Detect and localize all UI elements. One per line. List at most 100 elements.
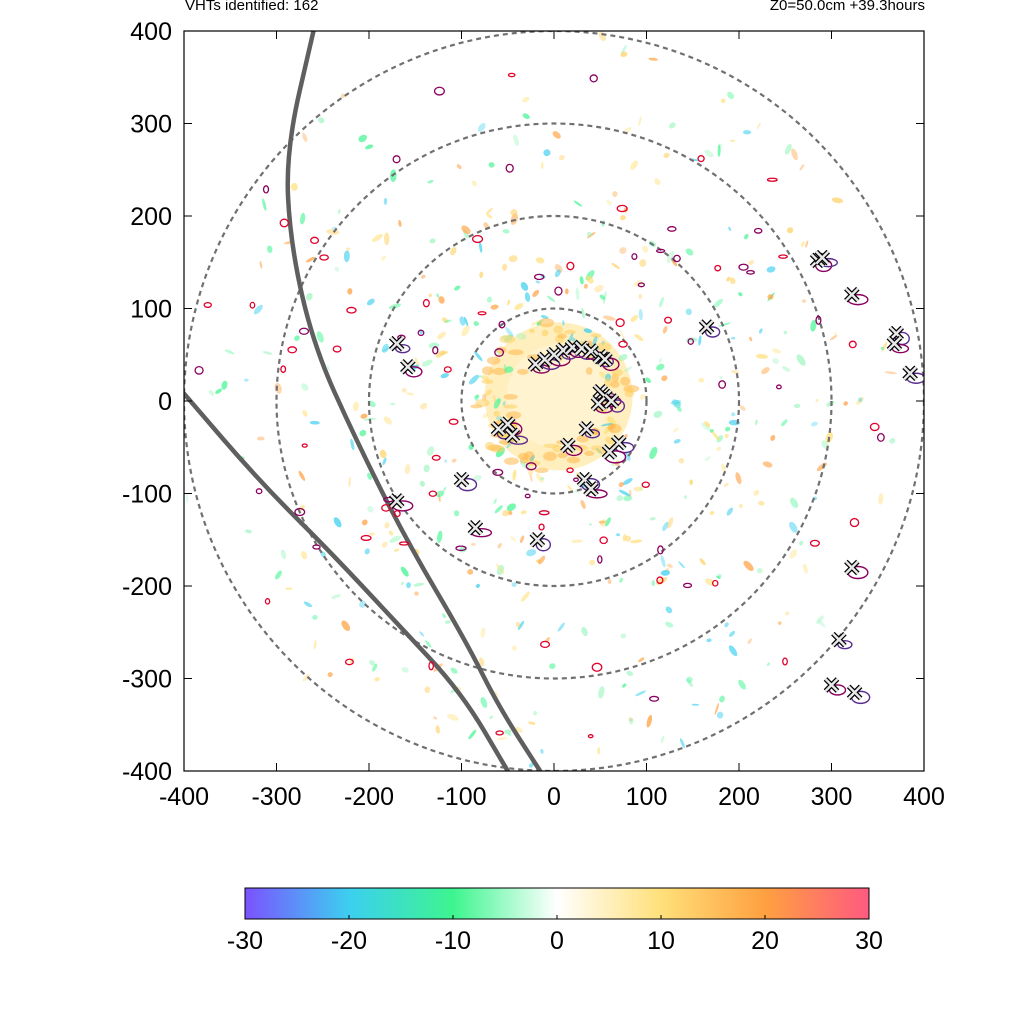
vorticity-speckle xyxy=(186,492,189,504)
vorticity-speckle xyxy=(571,539,584,543)
vorticity-speckle xyxy=(671,258,678,267)
vht-marker-stroke xyxy=(454,472,469,487)
vorticity-speckle xyxy=(421,274,426,279)
contour-ring xyxy=(498,320,506,329)
vorticity-speckle xyxy=(619,330,625,340)
vorticity-speckle xyxy=(262,198,267,211)
contour-ring xyxy=(492,468,504,476)
vorticity-speckle xyxy=(630,315,639,322)
vorticity-speckle xyxy=(433,716,438,720)
eyewall-speckle xyxy=(552,444,563,453)
vorticity-speckle xyxy=(789,521,798,533)
vorticity-speckle xyxy=(744,233,749,240)
contour-ring xyxy=(448,418,459,425)
vorticity-speckle xyxy=(753,490,760,496)
vorticity-speckle xyxy=(327,672,333,678)
vorticity-speckle xyxy=(473,321,479,327)
contour-ring xyxy=(443,366,452,373)
vorticity-speckle xyxy=(633,486,643,492)
contour-ring xyxy=(687,338,694,345)
y-tick-label: -400 xyxy=(122,758,172,786)
contour-ring xyxy=(683,582,693,589)
vht-marker-stroke xyxy=(824,678,839,692)
vorticity-speckle xyxy=(502,229,510,234)
contour-ring xyxy=(766,177,778,182)
vorticity-speckle xyxy=(735,472,742,485)
colorbar-tick-label: 30 xyxy=(855,927,883,955)
vorticity-speckle xyxy=(782,366,791,372)
contour-ring xyxy=(782,657,788,666)
vorticity-speckle xyxy=(547,295,556,302)
vorticity-speckle xyxy=(505,327,514,338)
vht-marker-stroke xyxy=(528,357,543,371)
vorticity-speckle xyxy=(535,280,541,284)
eyewall-speckle xyxy=(505,411,522,420)
vht-marker xyxy=(527,356,544,372)
vorticity-speckle xyxy=(790,497,799,509)
vorticity-speckle xyxy=(245,529,252,534)
vorticity-speckle xyxy=(755,419,758,426)
vorticity-speckle xyxy=(778,621,782,625)
vorticity-speckle xyxy=(437,331,446,340)
vorticity-speckle xyxy=(731,369,740,375)
eyewall-speckle xyxy=(543,451,557,462)
vorticity-speckle xyxy=(880,347,884,350)
vht-marker xyxy=(388,335,405,352)
vorticity-speckle xyxy=(364,548,370,555)
vorticity-speckle xyxy=(404,464,411,475)
vorticity-speckle xyxy=(719,375,723,379)
vorticity-speckle xyxy=(718,322,731,327)
vorticity-speckle xyxy=(215,388,222,394)
contour-ring xyxy=(392,155,401,164)
vorticity-speckle xyxy=(586,275,594,284)
vorticity-speckle xyxy=(599,294,606,300)
contour-ring xyxy=(312,544,321,550)
vorticity-speckle xyxy=(482,393,487,402)
vorticity-speckle xyxy=(729,630,736,637)
contour-ring xyxy=(753,227,763,234)
vorticity-speckle xyxy=(619,577,624,583)
vorticity-speckle xyxy=(660,569,671,576)
vorticity-speckle xyxy=(660,735,665,744)
vorticity-speckle xyxy=(724,426,731,432)
vorticity-speckle xyxy=(554,269,561,278)
contour-ring xyxy=(524,493,531,499)
vorticity-speckle xyxy=(394,548,400,552)
contour-ring xyxy=(599,536,608,545)
eyewall-speckle xyxy=(603,377,613,388)
contour-ring xyxy=(714,264,722,272)
contour-ring xyxy=(346,306,357,314)
vorticity-speckle xyxy=(454,285,461,291)
vht-marker xyxy=(388,493,405,509)
vorticity-speckle xyxy=(482,413,489,419)
vorticity-speckle xyxy=(645,377,651,384)
vorticity-speckle xyxy=(815,398,819,403)
vorticity-speckle xyxy=(756,122,761,130)
vorticity-speckle xyxy=(453,510,460,517)
vorticity-speckle xyxy=(327,365,330,371)
vorticity-speckle xyxy=(522,335,526,340)
vorticity-speckle xyxy=(739,405,746,411)
eyewall-speckle xyxy=(484,441,495,451)
vorticity-speckle xyxy=(559,155,565,161)
vorticity-speckle xyxy=(701,422,711,431)
vorticity-speckle xyxy=(485,207,493,215)
vorticity-speckle xyxy=(554,264,563,273)
vorticity-speckle xyxy=(529,762,534,768)
vorticity-speckle xyxy=(474,351,483,362)
vorticity-speckle xyxy=(440,351,449,356)
vorticity-speckle xyxy=(428,293,432,298)
vht-marker xyxy=(823,677,840,693)
vorticity-speckle xyxy=(224,349,235,355)
eyewall-speckle xyxy=(607,423,622,434)
vorticity-speckle xyxy=(766,266,776,273)
vorticity-speckle xyxy=(730,336,736,340)
x-tick-label: -400 xyxy=(159,783,209,811)
contour-ring xyxy=(280,365,287,374)
vorticity-speckle xyxy=(607,578,612,584)
vorticity-speckle xyxy=(450,667,458,674)
eyewall-speckle xyxy=(503,404,518,409)
contour-ring xyxy=(344,658,354,666)
vorticity-speckle xyxy=(646,714,653,728)
vorticity-speckle xyxy=(478,375,483,378)
